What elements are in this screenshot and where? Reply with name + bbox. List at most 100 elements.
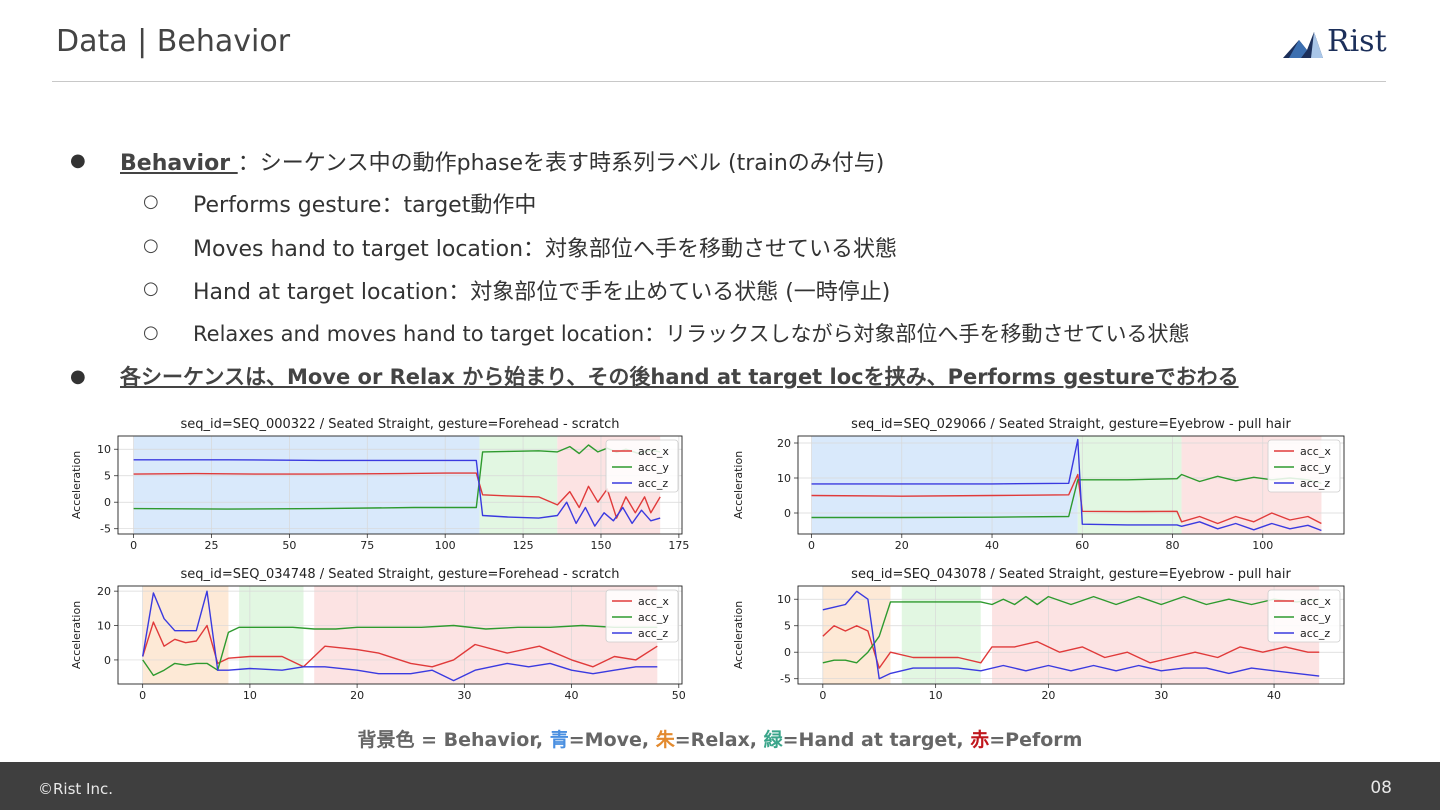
page-number: 08 bbox=[1370, 778, 1392, 798]
legend-box bbox=[605, 589, 679, 643]
x-tick-label: 30 bbox=[457, 689, 471, 702]
chart-seq-000322: seq_id=SEQ_000322 / Seated Straight, ges… bbox=[70, 417, 689, 552]
y-tick-label: 0 bbox=[784, 646, 791, 659]
x-tick-label: 40 bbox=[1267, 689, 1281, 702]
bullet-sequence-summary: 各シーケンスは、Move or Relax から始まり、その後hand at t… bbox=[120, 365, 1239, 389]
legend-label-acc_z: acc_z bbox=[1300, 627, 1330, 640]
legend-label-acc_x: acc_x bbox=[638, 445, 669, 458]
chart-title: seq_id=SEQ_029066 / Seated Straight, ges… bbox=[851, 417, 1291, 432]
x-tick-label: 175 bbox=[668, 539, 689, 552]
sub-bullet-marker: ○ bbox=[143, 191, 159, 212]
sub-bullet-performs: Performs gesture：target動作中 bbox=[193, 193, 537, 218]
x-tick-label: 150 bbox=[590, 539, 611, 552]
y-axis-label: Acceleration bbox=[732, 451, 745, 519]
legend-label-acc_y: acc_y bbox=[638, 461, 669, 474]
legend-label-acc_y: acc_y bbox=[638, 611, 669, 624]
x-tick-label: 60 bbox=[1075, 539, 1089, 552]
y-tick-label: 5 bbox=[784, 620, 791, 633]
x-tick-label: 50 bbox=[282, 539, 296, 552]
x-tick-label: 20 bbox=[1041, 689, 1055, 702]
y-tick-label: 10 bbox=[97, 443, 111, 456]
chart-seq-029066: seq_id=SEQ_029066 / Seated Straight, ges… bbox=[732, 417, 1345, 552]
series-line-acc_z bbox=[822, 590, 1320, 680]
legend-label-acc_z: acc_z bbox=[1300, 477, 1330, 490]
x-tick-label: 40 bbox=[985, 539, 999, 552]
phase-band-move bbox=[811, 436, 1078, 534]
legend-label-acc_x: acc_x bbox=[1300, 445, 1331, 458]
logo-text: Rist bbox=[1327, 24, 1387, 59]
legend-label-acc_z: acc_z bbox=[638, 477, 668, 490]
series-line-acc_z bbox=[811, 438, 1322, 532]
bullet-behavior-term: Behavior bbox=[120, 151, 238, 176]
caption-hand-color: 緑 bbox=[763, 729, 783, 751]
x-tick-label: 30 bbox=[1154, 689, 1168, 702]
plot-frame bbox=[797, 585, 1345, 685]
bullet-marker: ● bbox=[70, 366, 86, 387]
logo-mountain-icon bbox=[1283, 32, 1323, 58]
title-divider bbox=[52, 81, 1386, 82]
y-tick-label: 5 bbox=[104, 470, 111, 483]
caption-perform-color: 赤 bbox=[970, 729, 990, 751]
x-tick-label: 100 bbox=[1252, 539, 1273, 552]
bullet-marker: ● bbox=[70, 150, 86, 171]
phase-band-hand bbox=[1077, 436, 1182, 534]
x-tick-label: 0 bbox=[139, 689, 146, 702]
legend-label-acc_x: acc_x bbox=[638, 595, 669, 608]
logo: Rist bbox=[1283, 24, 1393, 62]
y-tick-label: 10 bbox=[777, 593, 791, 606]
x-tick-label: 10 bbox=[929, 689, 943, 702]
y-tick-label: 10 bbox=[777, 472, 791, 485]
x-tick-label: 50 bbox=[672, 689, 686, 702]
phase-band-move bbox=[133, 436, 480, 534]
chart-title: seq_id=SEQ_000322 / Seated Straight, ges… bbox=[180, 417, 619, 432]
series-line-acc_x bbox=[811, 473, 1322, 525]
x-tick-label: 125 bbox=[513, 539, 534, 552]
sub-bullet-moves: Moves hand to target location：対象部位へ手を移動さ… bbox=[193, 237, 898, 262]
y-tick-label: -5 bbox=[100, 523, 111, 536]
y-tick-label: 0 bbox=[784, 507, 791, 520]
sub-bullet-hand-at-target: Hand at target location：対象部位で手を止めている状態 (… bbox=[193, 280, 891, 305]
chart-title: seq_id=SEQ_034748 / Seated Straight, ges… bbox=[180, 567, 619, 582]
caption-prefix: 背景色 = Behavior, bbox=[357, 729, 550, 751]
x-tick-label: 40 bbox=[565, 689, 579, 702]
series-line-acc_y bbox=[822, 595, 1320, 664]
x-tick-label: 20 bbox=[895, 539, 909, 552]
x-tick-label: 100 bbox=[435, 539, 456, 552]
y-tick-label: -5 bbox=[780, 673, 791, 686]
legend-label-acc_y: acc_y bbox=[1300, 461, 1331, 474]
legend-box bbox=[1267, 589, 1341, 643]
x-tick-label: 80 bbox=[1166, 539, 1180, 552]
sub-bullet-marker: ○ bbox=[143, 322, 159, 343]
x-tick-label: 20 bbox=[350, 689, 364, 702]
y-tick-label: 10 bbox=[97, 620, 111, 633]
bullet-behavior-desc: ：シーケンス中の動作phaseを表す時系列ラベル (trainのみ付与) bbox=[237, 151, 885, 176]
y-axis-label: Acceleration bbox=[732, 601, 745, 669]
plot-frame bbox=[117, 585, 683, 685]
x-tick-label: 0 bbox=[130, 539, 137, 552]
series-line-acc_z bbox=[133, 459, 661, 527]
behavior-color-caption: 背景色 = Behavior, 青=Move, 朱=Relax, 緑=Hand … bbox=[0, 725, 1440, 752]
x-tick-label: 25 bbox=[204, 539, 218, 552]
x-tick-label: 10 bbox=[243, 689, 257, 702]
chart-title: seq_id=SEQ_043078 / Seated Straight, ges… bbox=[851, 567, 1291, 582]
chart-seq-043078: seq_id=SEQ_043078 / Seated Straight, ges… bbox=[732, 567, 1345, 702]
y-tick-label: 20 bbox=[777, 437, 791, 450]
series-line-acc_x bbox=[133, 472, 661, 519]
caption-hand: =Hand at target, bbox=[782, 729, 971, 751]
plot-frame bbox=[117, 435, 683, 535]
x-tick-label: 75 bbox=[360, 539, 374, 552]
sub-bullet-marker: ○ bbox=[143, 278, 159, 299]
y-axis-label: Acceleration bbox=[70, 451, 83, 519]
chart-seq-034748: seq_id=SEQ_034748 / Seated Straight, ges… bbox=[70, 567, 686, 702]
slide-title: Data | Behavior bbox=[56, 24, 291, 59]
legend-label-acc_z: acc_z bbox=[638, 627, 668, 640]
plot-frame bbox=[797, 435, 1345, 535]
legend-label-acc_y: acc_y bbox=[1300, 611, 1331, 624]
x-tick-label: 0 bbox=[819, 689, 826, 702]
series-line-acc_x bbox=[822, 624, 1320, 669]
footer-copyright: ©Rist Inc. bbox=[38, 780, 113, 798]
y-tick-label: 0 bbox=[104, 654, 111, 667]
bullet-behavior: Behavior ：シーケンス中の動作phaseを表す時系列ラベル (train… bbox=[120, 145, 884, 177]
footer-bar: ©Rist Inc. 08 bbox=[0, 762, 1440, 810]
legend-box bbox=[1267, 439, 1341, 493]
